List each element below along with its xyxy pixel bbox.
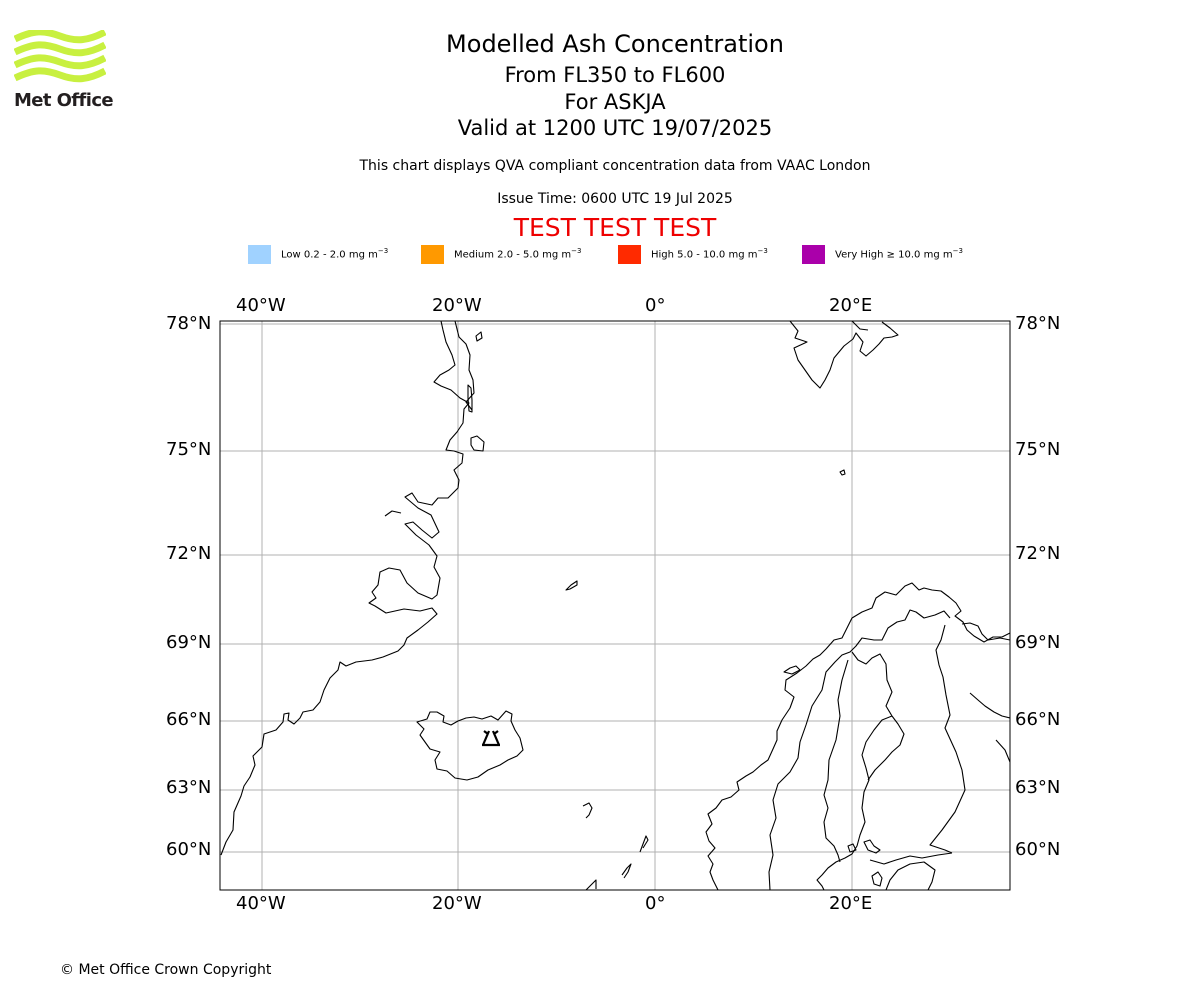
- gulf-of-finland: [869, 852, 953, 865]
- legend-label-high: High 5.0 - 10.0 mg m−3: [651, 247, 768, 261]
- map-frame: [219, 320, 1011, 891]
- volcano-icon-stroke: [493, 730, 499, 735]
- legend-label-medium: Medium 2.0 - 5.0 mg m−3: [454, 247, 582, 261]
- legend-swatch-high: [618, 244, 641, 264]
- jan-mayen-island: [565, 580, 578, 591]
- white-sea-coast: [969, 692, 1010, 719]
- lon-tick-top: 40°W: [236, 295, 286, 316]
- sweden-norway-border: [768, 609, 951, 890]
- lat-tick-right: 60°N: [1015, 839, 1061, 860]
- test-banner: TEST TEST TEST: [513, 213, 717, 242]
- iceland-coastline: [416, 710, 524, 781]
- legend-swatch-medium: [421, 244, 444, 264]
- lon-tick-top: 20°W: [432, 295, 482, 316]
- svalbard-coastline: [789, 321, 899, 389]
- greenland-inner-coast: [454, 321, 475, 411]
- graticule: [220, 321, 1010, 890]
- lat-tick-right: 66°N: [1015, 709, 1061, 730]
- volcano-icon: [481, 730, 501, 747]
- sweden-east-coast: [823, 659, 849, 863]
- greenland-island: [475, 331, 483, 342]
- faroe-islands: [582, 802, 593, 819]
- logo-text: Met Office: [14, 90, 114, 111]
- legend-item-high: High 5.0 - 10.0 mg m−3: [618, 244, 768, 264]
- aland-islands: [847, 843, 857, 853]
- logo-wave-stripe: [14, 54, 106, 70]
- gotland-island: [871, 871, 883, 887]
- met-office-wave-icon: [14, 30, 106, 83]
- volcano-icon-stroke: [483, 730, 489, 735]
- lat-tick-right: 69°N: [1015, 632, 1061, 653]
- greenland-coastline: [220, 321, 470, 856]
- lon-tick-bottom: 20°E: [829, 893, 873, 914]
- logo-wave-stripe: [14, 30, 106, 44]
- lon-tick-top: 0°: [645, 295, 666, 316]
- lon-tick-bottom: 0°: [645, 893, 666, 914]
- baltic-coastline: [816, 715, 893, 890]
- greenland-island: [470, 435, 485, 452]
- lat-tick-left: 78°N: [166, 313, 212, 334]
- legend-item-low: Low 0.2 - 2.0 mg m−3: [248, 244, 388, 264]
- copyright-notice: © Met Office Crown Copyright: [60, 962, 272, 978]
- chart-title: Modelled Ash Concentration: [446, 30, 784, 58]
- estonia-coastline: [885, 861, 936, 890]
- logo-wave-stripe: [14, 67, 106, 83]
- lat-tick-right: 72°N: [1015, 543, 1061, 564]
- lat-tick-left: 63°N: [166, 777, 212, 798]
- shetland-islands: [639, 835, 649, 853]
- flight-level-range: From FL350 to FL600: [504, 63, 726, 87]
- lon-tick-top: 20°E: [829, 295, 873, 316]
- lofoten-islands: [783, 665, 801, 675]
- lon-tick-bottom: 40°W: [236, 893, 286, 914]
- legend-item-medium: Medium 2.0 - 5.0 mg m−3: [421, 244, 581, 264]
- legend-swatch-low: [248, 244, 271, 264]
- orkney-islands: [621, 863, 632, 879]
- sweden-finland-border: [851, 651, 893, 717]
- legend-swatch-very-high: [802, 244, 825, 264]
- norway-coastline: [705, 582, 1010, 890]
- greenland-inlet-line: [384, 510, 402, 517]
- met-office-logo: Met Office: [14, 30, 114, 112]
- finland-russia-border: [929, 624, 966, 854]
- russia-coast-east: [995, 739, 1010, 763]
- lat-tick-left: 75°N: [166, 439, 212, 460]
- volcano-name: For ASKJA: [564, 90, 666, 114]
- scotland-coastline: [585, 879, 597, 890]
- valid-time: Valid at 1200 UTC 19/07/2025: [457, 116, 773, 140]
- logo-wave-stripe: [14, 41, 106, 57]
- lat-tick-right: 78°N: [1015, 313, 1061, 334]
- kola-coastline: [961, 622, 1010, 641]
- lat-tick-left: 69°N: [166, 632, 212, 653]
- lat-tick-right: 75°N: [1015, 439, 1061, 460]
- issue-time: Issue Time: 0600 UTC 19 Jul 2025: [497, 191, 733, 207]
- lat-tick-left: 66°N: [166, 709, 212, 730]
- lat-tick-left: 72°N: [166, 543, 212, 564]
- finnish-archipelago: [863, 839, 881, 854]
- gulf-of-bothnia-east: [867, 715, 905, 781]
- greenland-island: [467, 384, 473, 413]
- lat-tick-right: 63°N: [1015, 777, 1061, 798]
- legend-item-very-high: Very High ≥ 10.0 mg m−3: [802, 244, 963, 264]
- legend-label-low: Low 0.2 - 2.0 mg m−3: [281, 247, 389, 261]
- bear-island: [839, 469, 846, 476]
- svalbard-inner: [851, 321, 869, 331]
- description-text: This chart displays QVA compliant concen…: [359, 158, 871, 174]
- lon-tick-bottom: 20°W: [432, 893, 482, 914]
- lat-tick-left: 60°N: [166, 839, 212, 860]
- legend-label-very-high: Very High ≥ 10.0 mg m−3: [835, 247, 963, 261]
